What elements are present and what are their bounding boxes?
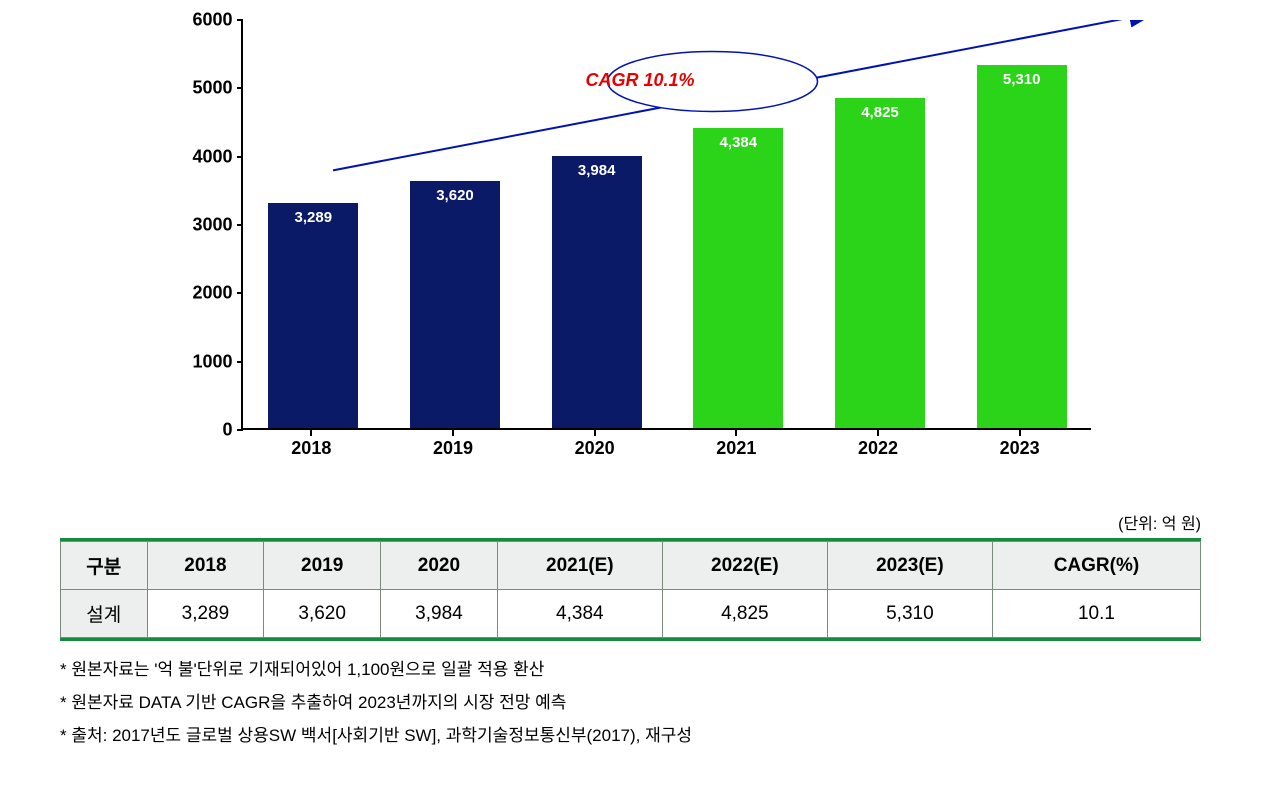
- bar: 3,289: [268, 203, 358, 428]
- bar-value-label: 3,289: [268, 209, 358, 226]
- x-tick-mark: [594, 430, 596, 436]
- y-tick-mark: [237, 87, 243, 89]
- bar-value-label: 5,310: [977, 71, 1067, 88]
- bar: 4,825: [835, 98, 925, 428]
- table-cell: 3,620: [264, 590, 381, 638]
- table-header-cell: CAGR(%): [992, 542, 1200, 590]
- x-tick-mark: [877, 430, 879, 436]
- table-cell: 10.1: [992, 590, 1200, 638]
- y-tick-label: 4000: [192, 146, 232, 167]
- bar: 5,310: [977, 65, 1067, 428]
- footnote-line: * 출처: 2017년도 글로벌 상용SW 백서[사회기반 SW], 과학기술정…: [60, 721, 1201, 746]
- x-tick-label: 2023: [970, 438, 1070, 459]
- data-table: 구분2018201920202021(E)2022(E)2023(E)CAGR(…: [60, 541, 1201, 638]
- table-cell: 4,825: [662, 590, 827, 638]
- bar-value-label: 3,984: [552, 162, 642, 179]
- y-tick-mark: [237, 19, 243, 21]
- unit-label: (단위: 억 원): [60, 510, 1201, 534]
- table-header-cell: 2018: [147, 542, 264, 590]
- x-tick-mark: [1019, 430, 1021, 436]
- table-row-header: 설계: [61, 590, 148, 638]
- footnote-line: * 원본자료는 '억 불'단위로 기재되어있어 1,100원으로 일괄 적용 환…: [60, 655, 1201, 680]
- y-tick-mark: [237, 361, 243, 363]
- bar: 4,384: [693, 128, 783, 428]
- bar: 3,984: [552, 156, 642, 428]
- y-tick-mark: [237, 429, 243, 431]
- table-header-cell: 2019: [264, 542, 381, 590]
- y-axis: 0100020003000400050006000: [171, 20, 241, 430]
- table-cell: 3,289: [147, 590, 264, 638]
- table-bottom-border: [60, 638, 1201, 641]
- footnote-line: * 원본자료 DATA 기반 CAGR을 추출하여 2023년까지의 시장 전망…: [60, 688, 1201, 713]
- table-header-cell: 2022(E): [662, 542, 827, 590]
- bar: 3,620: [410, 181, 500, 428]
- x-tick-label: 2020: [545, 438, 645, 459]
- bar-value-label: 3,620: [410, 187, 500, 204]
- table-cell: 3,984: [381, 590, 498, 638]
- table-header-cell: 2020: [381, 542, 498, 590]
- bar-chart: 0100020003000400050006000 3,2893,6203,98…: [171, 20, 1091, 480]
- bar-value-label: 4,384: [693, 134, 783, 151]
- y-tick-label: 6000: [192, 10, 232, 31]
- y-tick-label: 1000: [192, 351, 232, 372]
- x-tick-label: 2022: [828, 438, 928, 459]
- bar-value-label: 4,825: [835, 104, 925, 121]
- footnotes: * 원본자료는 '억 불'단위로 기재되어있어 1,100원으로 일괄 적용 환…: [60, 655, 1201, 746]
- table-header-cell: 구분: [61, 542, 148, 590]
- y-tick-label: 0: [222, 420, 232, 441]
- y-tick-label: 5000: [192, 78, 232, 99]
- x-tick-label: 2021: [686, 438, 786, 459]
- y-tick-mark: [237, 224, 243, 226]
- y-tick-label: 2000: [192, 283, 232, 304]
- table-header-cell: 2023(E): [827, 542, 992, 590]
- y-tick-mark: [237, 292, 243, 294]
- x-tick-mark: [452, 430, 454, 436]
- cagr-annotation: CAGR 10.1%: [560, 70, 720, 91]
- x-tick-mark: [310, 430, 312, 436]
- table-header-cell: 2021(E): [497, 542, 662, 590]
- y-tick-mark: [237, 156, 243, 158]
- x-tick-label: 2019: [403, 438, 503, 459]
- table-cell: 5,310: [827, 590, 992, 638]
- table-cell: 4,384: [497, 590, 662, 638]
- x-tick-label: 2018: [261, 438, 361, 459]
- x-tick-mark: [735, 430, 737, 436]
- y-tick-label: 3000: [192, 215, 232, 236]
